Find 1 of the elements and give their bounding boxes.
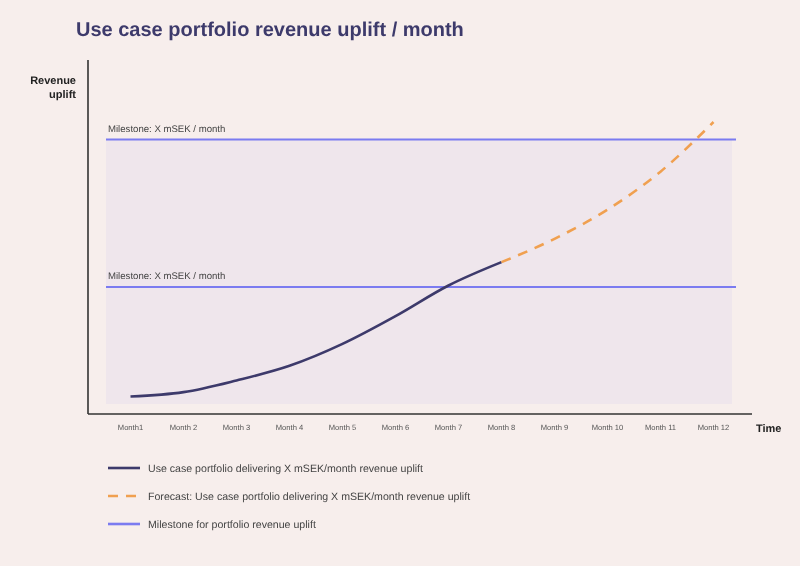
- chart-title: Use case portfolio revenue uplift / month: [76, 20, 464, 42]
